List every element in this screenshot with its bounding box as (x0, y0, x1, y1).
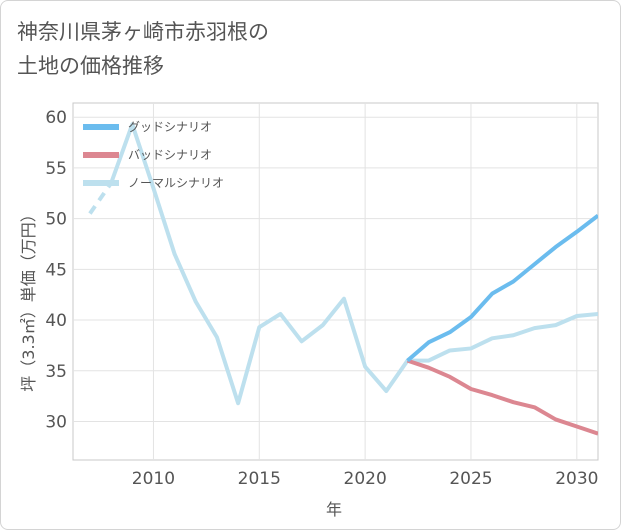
legend-label: バッドシナリオ (128, 148, 212, 162)
x-tick-label: 2010 (132, 469, 175, 489)
x-tick-label: 2020 (344, 469, 387, 489)
series-line-dashed (88, 181, 113, 215)
series-line (406, 358, 598, 436)
title-line-1: 神奈川県茅ヶ崎市赤羽根の (17, 20, 269, 44)
title-line-2: 土地の価格推移 (17, 54, 164, 78)
y-tick-label: 60 (45, 108, 67, 128)
y-tick-label: 40 (45, 311, 67, 331)
y-tick-label: 50 (45, 210, 67, 230)
gridlines (73, 103, 598, 460)
x-tick-labels: 2010 2015 2020 2025 2030 (132, 469, 599, 489)
series-line (109, 122, 598, 406)
series-line (406, 213, 598, 363)
legend-label: グッドシナリオ (128, 120, 212, 134)
y-tick-label: 45 (45, 260, 67, 280)
y-tick-label: 30 (45, 412, 67, 432)
y-tick-label: 55 (45, 159, 67, 179)
y-tick-label: 35 (45, 362, 67, 382)
chart-title: 神奈川県茅ヶ崎市赤羽根の 土地の価格推移 (17, 15, 607, 83)
y-axis-label: 坪（3.3㎡）単価（万円） (19, 206, 38, 391)
x-tick-label: 2025 (449, 469, 492, 489)
series-lines (88, 122, 598, 436)
x-tick-label: 2015 (238, 469, 281, 489)
x-axis-label: 年 (326, 500, 342, 519)
y-tick-labels: 30 35 40 45 50 55 60 (45, 108, 67, 432)
x-tick-label: 2030 (555, 469, 598, 489)
legend-label: ノーマルシナリオ (128, 176, 224, 190)
